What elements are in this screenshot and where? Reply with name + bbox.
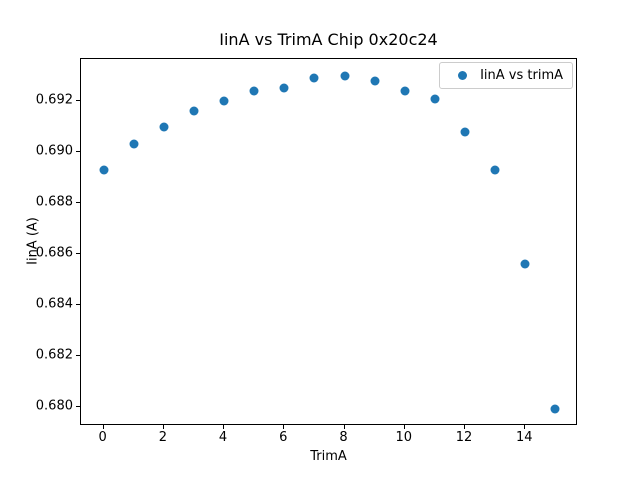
data-point xyxy=(520,259,530,269)
chart-title: IinA vs TrimA Chip 0x20c24 xyxy=(219,30,438,49)
y-tick-mark xyxy=(76,354,80,356)
x-tick-label: 14 xyxy=(516,430,533,445)
data-point xyxy=(400,86,410,96)
plot-area: IinA vs trimA xyxy=(80,58,577,425)
data-point xyxy=(309,73,319,83)
y-tick-mark xyxy=(76,100,80,102)
x-tick-mark xyxy=(524,425,526,429)
x-tick-label: 0 xyxy=(98,430,107,445)
y-tick-label: 0.682 xyxy=(35,347,73,363)
x-tick-label: 8 xyxy=(339,430,348,445)
x-tick-mark xyxy=(283,425,285,429)
y-axis-label: IinA (A) xyxy=(25,217,41,265)
y-tick-label: 0.680 xyxy=(35,398,73,414)
y-tick-label: 0.688 xyxy=(35,194,73,210)
data-point xyxy=(370,76,380,86)
x-tick-label: 6 xyxy=(279,430,288,445)
y-tick-mark xyxy=(76,201,80,203)
data-point xyxy=(340,71,350,81)
y-tick-mark xyxy=(76,151,80,153)
y-tick-label: 0.692 xyxy=(35,92,73,108)
data-point xyxy=(129,139,139,149)
data-point xyxy=(249,86,259,96)
x-tick-label: 2 xyxy=(158,430,167,445)
data-point xyxy=(279,83,289,93)
y-tick-mark xyxy=(76,252,80,254)
x-tick-mark xyxy=(223,425,225,429)
x-tick-label: 12 xyxy=(455,430,473,445)
x-tick-label: 10 xyxy=(395,430,413,445)
data-point xyxy=(159,122,169,132)
data-point xyxy=(430,94,440,103)
x-tick-label: 4 xyxy=(218,430,228,445)
data-point xyxy=(490,165,500,175)
y-tick-label: 0.686 xyxy=(35,245,73,261)
y-tick-label: 0.690 xyxy=(35,143,73,159)
x-tick-mark xyxy=(102,425,104,429)
x-axis-label: TrimA xyxy=(310,449,347,464)
y-tick-label: 0.684 xyxy=(35,296,73,312)
data-point xyxy=(99,165,109,175)
x-tick-mark xyxy=(162,425,164,429)
legend-label: IinA vs trimA xyxy=(480,68,563,83)
x-tick-mark xyxy=(403,425,405,429)
x-tick-mark xyxy=(464,425,466,429)
legend: IinA vs trimA xyxy=(439,62,573,89)
y-tick-mark xyxy=(76,303,80,305)
data-point xyxy=(550,404,560,414)
data-point xyxy=(219,96,229,106)
legend-marker-icon xyxy=(458,71,468,80)
y-tick-mark xyxy=(76,405,80,407)
data-point xyxy=(460,127,470,137)
x-tick-mark xyxy=(343,425,345,429)
data-point xyxy=(189,106,199,116)
